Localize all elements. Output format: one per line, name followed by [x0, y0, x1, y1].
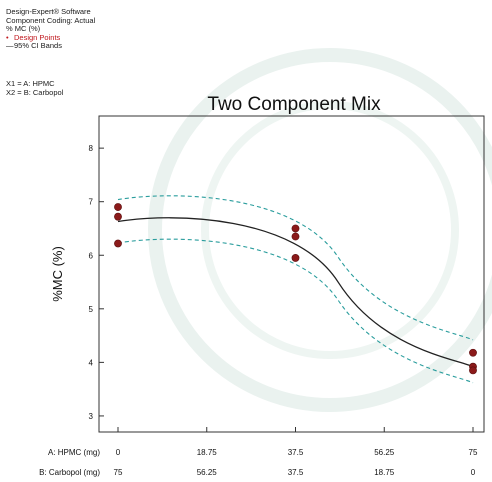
y-tick-label: 8 [89, 144, 94, 153]
x-tick-label-carbopol: 56.25 [197, 468, 218, 477]
software-info: Design-Expert® Software Component Coding… [6, 7, 96, 51]
component-coding: Component Coding: Actual [6, 15, 96, 25]
chart-title: Two Component Mix [207, 94, 381, 115]
design-point [114, 203, 122, 211]
x-tick-label-hpmc: 37.5 [288, 448, 304, 457]
y-tick-label: 5 [89, 305, 94, 314]
x-axis-label-carbopol: B: Carbopol (mg) [39, 468, 100, 477]
software-name: Design-Expert® Software [6, 7, 91, 16]
x-axis-label-hpmc: A: HPMC (mg) [48, 448, 100, 457]
factor-info: X1 = A: HPMC X2 = B: Carbopol [6, 79, 64, 97]
ci-band-marker: — [6, 41, 14, 51]
design-point-marker: • [6, 32, 9, 42]
factor-x1: X1 = A: HPMC [6, 79, 55, 88]
x-tick-label-hpmc: 18.75 [197, 448, 218, 457]
legend-design-points: • Design Points [6, 32, 95, 43]
legend-ci-bands-label: 95% CI Bands [14, 41, 62, 51]
prediction-line [117, 217, 474, 368]
design-point [469, 348, 477, 357]
legend-ci-bands: —95% CI Bands [6, 42, 95, 51]
y-tick-label: 6 [89, 251, 94, 260]
design-point [114, 239, 122, 248]
design-point [291, 232, 300, 241]
x-tick-label-carbopol: 0 [471, 468, 476, 477]
x-tick-label-carbopol: 18.75 [374, 468, 395, 477]
y-axis-label: %MC (%) [50, 246, 65, 302]
design-point [291, 254, 300, 262]
design-point [469, 366, 477, 375]
y-tick-label: 4 [89, 358, 94, 367]
design-point [291, 224, 300, 233]
y-tick-label: 7 [89, 198, 94, 207]
plot-frame [98, 115, 485, 433]
x-tick-label-carbopol: 75 [114, 468, 123, 477]
x-tick-label-hpmc: 56.25 [374, 448, 395, 457]
x-tick-label-carbopol: 37.5 [288, 468, 304, 477]
legend-design-points-label: Design Points [14, 32, 61, 42]
response-name: % MC (%) [6, 24, 41, 34]
y-tick-label: 3 [89, 412, 94, 421]
x-tick-label-hpmc: 0 [116, 448, 121, 457]
design-point [114, 212, 122, 221]
x-tick-label-hpmc: 75 [469, 448, 478, 457]
factor-x2: X2 = B: Carbopol [6, 87, 64, 97]
